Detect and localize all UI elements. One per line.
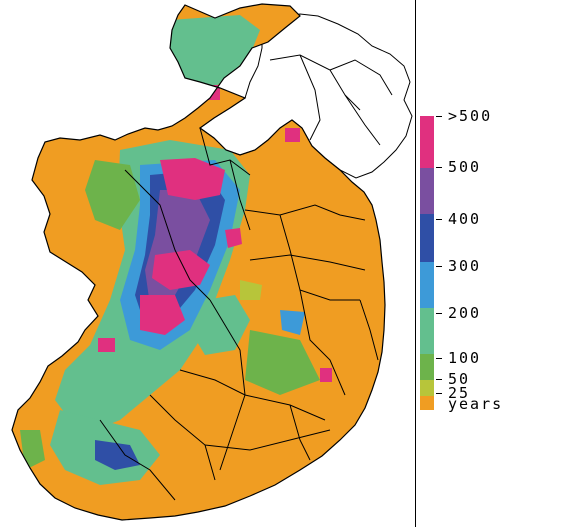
legend-units-label: years	[448, 395, 504, 413]
legend-swatch-4	[420, 308, 434, 354]
ireland-map-svg	[11, 3, 413, 521]
legend-tick-7	[436, 393, 442, 394]
legend: >500 500 400 300 200 100 50 25 years	[418, 109, 568, 416]
legend-swatch-0	[420, 116, 434, 168]
legend-label-4: 200	[448, 304, 482, 322]
legend-label-6: 50	[448, 370, 471, 388]
legend-tick-2	[436, 219, 442, 220]
legend-swatch-6	[420, 380, 434, 396]
legend-label-0: >500	[448, 107, 493, 125]
return-period-map	[11, 0, 416, 527]
northern-ireland-boundaries	[269, 54, 393, 146]
legend-tick-5	[436, 358, 442, 359]
legend-tick-1	[436, 167, 442, 168]
legend-label-1: 500	[448, 158, 482, 176]
legend-tick-4	[436, 313, 442, 314]
legend-tick-0	[436, 116, 442, 117]
legend-swatch-3	[420, 262, 434, 308]
legend-label-5: 100	[448, 349, 482, 367]
legend-label-3: 300	[448, 257, 482, 275]
legend-swatch-2	[420, 214, 434, 262]
legend-label-2: 400	[448, 210, 482, 228]
legend-swatch-7	[420, 396, 434, 410]
legend-tick-3	[436, 266, 442, 267]
legend-label-7: 25	[448, 384, 471, 402]
legend-swatch-5	[420, 354, 434, 380]
legend-swatch-1	[420, 168, 434, 214]
legend-tick-6	[436, 379, 442, 380]
county-boundaries	[99, 127, 379, 501]
